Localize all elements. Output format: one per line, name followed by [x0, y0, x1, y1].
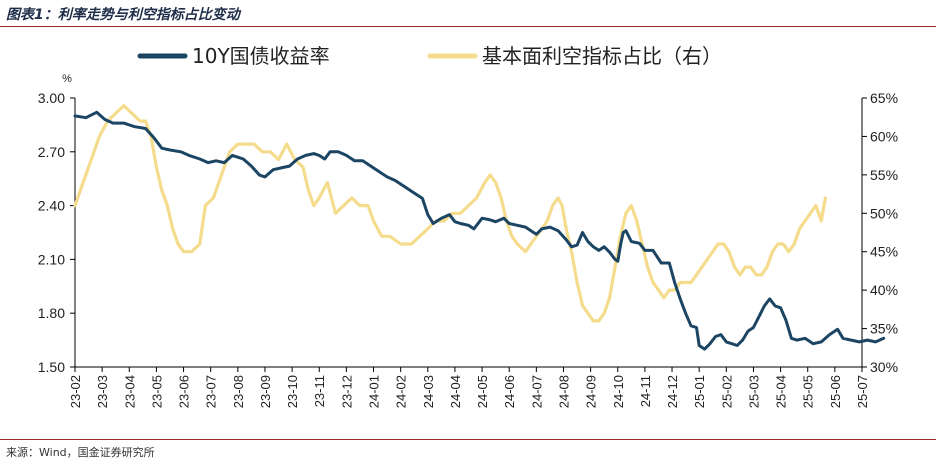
x-tick-label: 23-02	[68, 375, 83, 408]
right-tick-label: 65%	[870, 90, 898, 106]
x-tick-label: 24-02	[394, 375, 409, 408]
x-tick-label: 25-01	[692, 375, 707, 408]
x-tick-label: 23-08	[231, 375, 246, 408]
x-tick-label: 24-11	[638, 375, 653, 407]
top-divider	[0, 26, 936, 27]
x-tick-label: 23-03	[95, 375, 110, 408]
legend-label-bearish-share: 基本面利空指标占比（右）	[482, 44, 722, 68]
x-tick-label: 25-02	[719, 375, 734, 408]
left-tick-label: 2.70	[38, 144, 65, 160]
x-tick-label: 24-01	[367, 375, 382, 408]
x-tick-label: 23-06	[177, 375, 192, 408]
x-tick-label: 24-06	[502, 375, 517, 408]
x-tick-label: 23-12	[339, 375, 354, 408]
x-tick-label: 23-10	[285, 375, 300, 408]
x-tick-label: 24-07	[529, 375, 544, 408]
x-tick-label: 24-04	[448, 375, 463, 408]
right-tick-label: 50%	[870, 205, 898, 221]
series-line-bearish-share	[73, 104, 827, 323]
figure-title: 图表1：利率走势与利空指标占比变动	[6, 7, 240, 23]
x-tick-label: 23-09	[258, 375, 273, 408]
right-tick-label: 30%	[870, 359, 898, 375]
source-note: 来源：Wind，国金证券研究所	[6, 446, 155, 459]
x-tick-label: 24-03	[421, 375, 436, 408]
x-tick-label: 24-10	[611, 375, 626, 408]
x-tick-label: 25-07	[855, 375, 870, 408]
x-axis-labels: 23-02 23-03 23-04 23-05 23-06 23-07 23-08 23-09…	[68, 367, 870, 408]
axes: % 1.50 1.80 2.10 2.40 2.70 3.00 30% 35% 40% 45% 50%…	[38, 73, 898, 375]
x-tick-label: 24-08	[556, 375, 571, 408]
left-tick-label: 1.80	[38, 305, 65, 321]
x-tick-label: 24-12	[665, 375, 680, 408]
x-tick-label: 23-04	[122, 375, 137, 408]
right-tick-label: 45%	[870, 244, 898, 260]
left-axis-unit: %	[62, 73, 72, 85]
x-tick-label: 25-03	[746, 375, 761, 408]
legend: 10Y国债收益率 基本面利空指标占比（右）	[137, 44, 722, 68]
line-chart: 10Y国债收益率 基本面利空指标占比（右） % 1.50 1.80 2.10 2.40 2.…	[38, 44, 898, 408]
legend-label-10y-yield: 10Y国债收益率	[192, 44, 330, 68]
x-tick-label: 25-05	[801, 375, 816, 408]
bottom-divider	[0, 439, 936, 440]
left-tick-label: 2.40	[38, 198, 65, 214]
left-tick-label: 3.00	[38, 90, 65, 106]
x-tick-label: 25-06	[828, 375, 843, 408]
right-tick-label: 55%	[870, 167, 898, 183]
right-tick-label: 40%	[870, 282, 898, 298]
x-tick-label: 24-05	[475, 375, 490, 408]
x-tick-label: 24-09	[584, 375, 599, 408]
x-tick-label: 25-04	[774, 375, 789, 408]
x-tick-label: 23-11	[312, 375, 327, 407]
right-tick-label: 60%	[870, 128, 898, 144]
left-tick-label: 2.10	[38, 251, 65, 267]
x-tick-label: 23-05	[149, 375, 164, 408]
left-tick-label: 1.50	[38, 359, 65, 375]
x-tick-label: 23-07	[204, 375, 219, 408]
series-lines	[73, 104, 886, 351]
series-line-10y-yield	[73, 110, 886, 351]
right-tick-label: 35%	[870, 321, 898, 337]
